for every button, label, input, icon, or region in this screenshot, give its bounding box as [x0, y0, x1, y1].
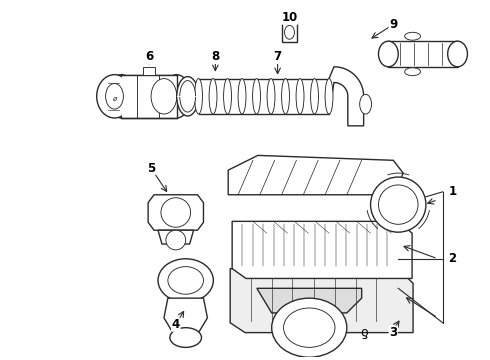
Text: 10: 10 — [281, 11, 297, 24]
Ellipse shape — [378, 41, 398, 67]
Ellipse shape — [360, 94, 371, 114]
Text: 9: 9 — [389, 18, 397, 31]
Ellipse shape — [177, 77, 198, 116]
Polygon shape — [148, 195, 203, 230]
Polygon shape — [257, 288, 362, 313]
Polygon shape — [389, 41, 458, 67]
Ellipse shape — [106, 84, 123, 109]
Ellipse shape — [108, 75, 135, 118]
Polygon shape — [329, 67, 364, 126]
Text: ø: ø — [112, 95, 117, 101]
Ellipse shape — [223, 78, 231, 114]
Ellipse shape — [296, 78, 304, 114]
Ellipse shape — [282, 78, 290, 114]
Polygon shape — [232, 221, 412, 278]
Ellipse shape — [284, 308, 335, 347]
Ellipse shape — [448, 41, 467, 67]
Ellipse shape — [166, 230, 186, 250]
Bar — [122, 75, 177, 118]
Text: 5: 5 — [147, 162, 155, 175]
Ellipse shape — [370, 177, 426, 232]
Polygon shape — [282, 22, 297, 42]
Ellipse shape — [405, 32, 420, 40]
Text: 1: 1 — [448, 185, 457, 198]
Text: 6: 6 — [145, 50, 153, 63]
Text: 2: 2 — [448, 252, 457, 265]
Ellipse shape — [180, 81, 196, 112]
Ellipse shape — [238, 78, 246, 114]
Polygon shape — [228, 156, 413, 219]
Polygon shape — [143, 67, 155, 75]
Ellipse shape — [161, 198, 191, 227]
Ellipse shape — [325, 78, 333, 114]
Ellipse shape — [97, 75, 132, 118]
Text: 4: 4 — [172, 318, 180, 331]
Text: 8: 8 — [211, 50, 220, 63]
Ellipse shape — [209, 78, 217, 114]
Ellipse shape — [285, 26, 294, 39]
Ellipse shape — [267, 78, 275, 114]
Ellipse shape — [151, 78, 177, 114]
Ellipse shape — [378, 185, 418, 224]
Text: ƍ: ƍ — [360, 326, 368, 339]
Polygon shape — [164, 298, 207, 338]
Ellipse shape — [163, 75, 191, 118]
Text: 3: 3 — [389, 326, 397, 339]
Ellipse shape — [271, 298, 347, 357]
Ellipse shape — [158, 259, 213, 302]
Polygon shape — [230, 269, 413, 333]
Ellipse shape — [252, 78, 261, 114]
Ellipse shape — [195, 78, 202, 114]
Polygon shape — [158, 230, 194, 244]
Bar — [122, 76, 176, 117]
Ellipse shape — [311, 78, 319, 114]
Text: 7: 7 — [273, 50, 282, 63]
Ellipse shape — [405, 68, 420, 76]
Ellipse shape — [168, 267, 203, 294]
Ellipse shape — [170, 328, 201, 347]
